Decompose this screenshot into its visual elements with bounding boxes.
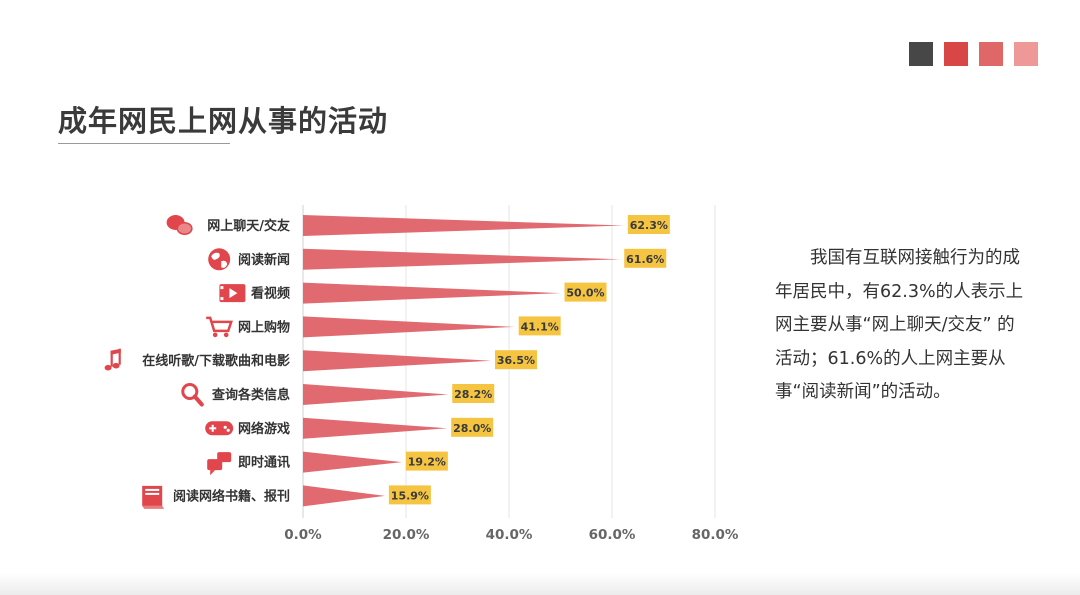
data-label-bg	[405, 451, 448, 471]
summary-paragraph: 我国有互联网接触行为的成年居民中，有62.3%的人表示上网主要从事“网上聊天/交…	[775, 242, 1025, 410]
category-label: 在线听歌/下载歌曲和电影	[142, 353, 290, 369]
data-label: 61.6%	[626, 253, 664, 266]
summary-text: 我国有互联网接触行为的成年居民中，有62.3%的人表示上网主要从事“网上聊天/交…	[775, 248, 1024, 402]
search-icon	[181, 383, 204, 407]
bar	[303, 485, 385, 507]
x-tick-label: 20.0%	[383, 527, 430, 543]
data-label: 50.0%	[566, 287, 604, 300]
bar	[303, 417, 448, 439]
chat-icon	[207, 452, 232, 476]
data-label-bg	[388, 485, 431, 505]
swatch-dark	[909, 42, 933, 66]
bar	[303, 282, 561, 304]
bar	[303, 316, 515, 338]
bar	[303, 215, 624, 236]
data-label: 28.0%	[453, 422, 491, 435]
data-label-bg	[518, 316, 561, 336]
swatch-coral	[979, 42, 1003, 66]
book-icon	[142, 485, 165, 509]
x-tick-label: 60.0%	[589, 527, 636, 543]
data-label: 41.1%	[521, 320, 559, 333]
bar	[303, 384, 449, 405]
data-label-bg	[452, 384, 495, 403]
x-tick-label: 80.0%	[692, 527, 739, 543]
title-underline	[58, 143, 230, 144]
x-tick-label: 40.0%	[486, 527, 533, 543]
data-label-bg	[494, 350, 537, 370]
swatch-red	[944, 42, 968, 66]
category-label: 网上聊天/交友	[207, 218, 290, 234]
swatch-pink	[1014, 42, 1038, 66]
data-label: 15.9%	[391, 489, 429, 502]
data-label: 28.2%	[454, 388, 492, 401]
wechat-icon	[166, 215, 193, 235]
data-label-bg	[564, 282, 607, 302]
bar	[303, 248, 621, 270]
video-icon	[219, 284, 246, 303]
gamepad-icon	[205, 421, 234, 436]
bar	[303, 451, 402, 473]
category-label: 阅读网络书籍、报刊	[173, 488, 290, 504]
data-label: 19.2%	[408, 456, 446, 469]
page-title: 成年网民上网从事的活动	[58, 104, 389, 138]
data-label: 62.3%	[630, 219, 668, 232]
category-label: 看视频	[251, 286, 290, 302]
data-label-bg	[627, 215, 670, 234]
bottom-shade	[0, 573, 1080, 595]
category-label: 网上购物	[238, 319, 290, 335]
data-label-bg	[624, 248, 667, 268]
category-label: 网络游戏	[238, 421, 290, 437]
color-swatches	[909, 42, 1038, 66]
category-label: 即时通讯	[238, 455, 290, 471]
globe-icon	[208, 248, 231, 271]
data-label: 36.5%	[497, 354, 535, 367]
category-label: 阅读新闻	[238, 252, 290, 268]
category-label: 查询各类信息	[211, 387, 290, 403]
cart-icon	[206, 316, 233, 338]
music-icon	[104, 348, 121, 371]
bar	[303, 350, 491, 372]
x-tick-label: 0.0%	[284, 527, 322, 543]
data-label-bg	[451, 417, 494, 437]
